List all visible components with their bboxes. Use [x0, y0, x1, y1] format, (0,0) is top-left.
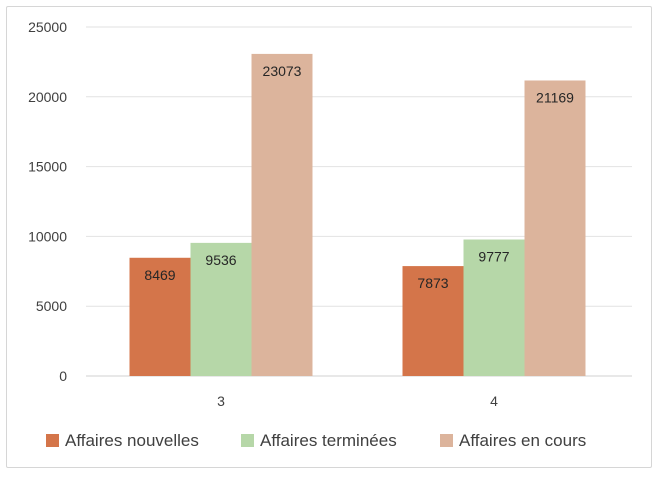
data-labels: 8469 9536 23073 7873 9777 21169: [144, 63, 574, 291]
bar-affaires-en-cours-3: [251, 53, 313, 377]
bar-affaires-en-cours-4: [524, 80, 586, 376]
legend-swatch: [241, 434, 254, 447]
y-tick-label: 15000: [28, 159, 67, 175]
legend: Affaires nouvelles Affaires terminées Affa…: [46, 431, 586, 450]
y-tick-label: 5000: [36, 298, 67, 314]
legend-label: Affaires en cours: [459, 431, 586, 450]
x-tick-label: 3: [217, 393, 225, 409]
legend-swatch: [46, 434, 59, 447]
bar-affaires-terminees-4: [463, 239, 525, 376]
data-label: 9777: [478, 249, 509, 265]
legend-label: Affaires terminées: [260, 431, 397, 450]
y-tick-label: 0: [59, 368, 67, 384]
legend-swatch: [440, 434, 453, 447]
bar-affaires-terminees-3: [190, 242, 252, 376]
legend-label: Affaires nouvelles: [65, 431, 199, 450]
data-label: 8469: [144, 267, 175, 283]
bar-affaires-nouvelles-3: [129, 257, 191, 376]
y-axis-ticks: 0 5000 10000 15000 20000 25000: [28, 19, 67, 384]
data-label: 9536: [205, 252, 236, 268]
data-label: 7873: [417, 275, 448, 291]
x-tick-label: 4: [490, 393, 498, 409]
y-tick-label: 10000: [28, 228, 67, 244]
data-label: 21169: [536, 89, 574, 105]
y-tick-label: 20000: [28, 89, 67, 105]
data-label: 23073: [263, 63, 302, 79]
y-tick-label: 25000: [28, 19, 67, 35]
bar-affaires-nouvelles-4: [402, 266, 464, 376]
bars: [129, 53, 586, 377]
